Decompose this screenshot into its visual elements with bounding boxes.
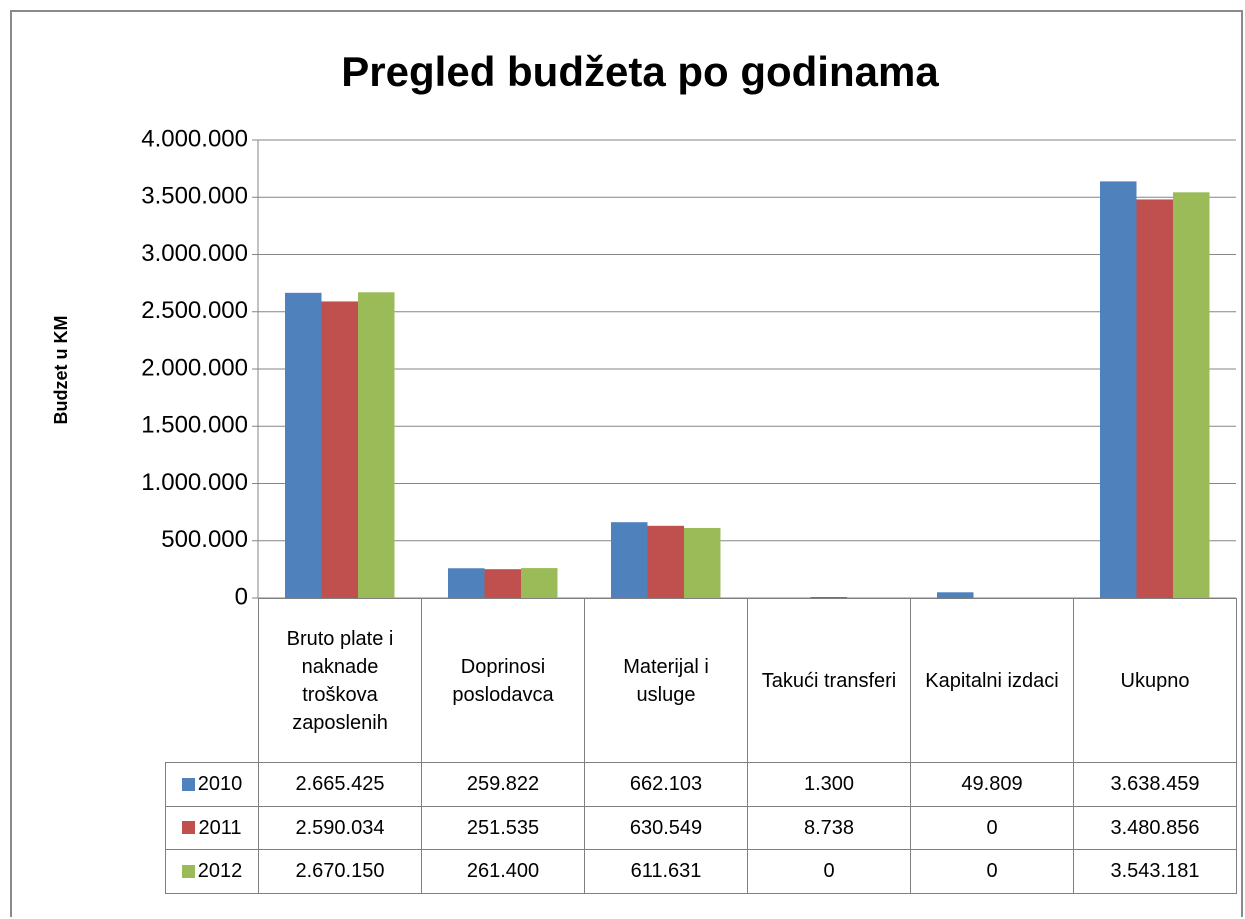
table-value: 2.665.425 bbox=[258, 762, 422, 807]
bar bbox=[1100, 181, 1137, 599]
y-tick-label: 0 bbox=[235, 583, 248, 610]
table-value: 261.400 bbox=[421, 849, 585, 894]
table-value: 3.543.181 bbox=[1073, 849, 1237, 894]
table-value: 630.549 bbox=[584, 805, 748, 850]
bar bbox=[1136, 199, 1173, 598]
y-tick-label: 3.000.000 bbox=[141, 240, 248, 267]
category-label: Ukupno bbox=[1073, 598, 1237, 763]
table-value: 3.638.459 bbox=[1073, 762, 1237, 807]
legend-label: 2012 bbox=[197, 860, 243, 883]
legend-swatch bbox=[181, 777, 195, 791]
category-label: Kapitalni izdaci bbox=[910, 598, 1074, 763]
table-value: 611.631 bbox=[584, 849, 748, 894]
y-tick-label: 1.500.000 bbox=[141, 412, 248, 439]
y-axis-label: Budzet u KM bbox=[51, 316, 71, 425]
legend-label: 2011 bbox=[198, 816, 242, 839]
y-tick-label: 1.000.000 bbox=[141, 469, 248, 496]
bar bbox=[684, 527, 721, 598]
y-tick-label: 4.000.000 bbox=[141, 125, 248, 152]
table-value: 8.738 bbox=[747, 805, 911, 850]
chart-frame bbox=[10, 10, 1243, 917]
table-value: 259.822 bbox=[421, 762, 585, 807]
bar bbox=[321, 301, 358, 598]
y-tick-label: 3.500.000 bbox=[141, 183, 248, 210]
table-value: 0 bbox=[910, 805, 1074, 850]
table-value: 251.535 bbox=[421, 805, 585, 850]
legend-cell: 2010 bbox=[165, 762, 259, 807]
bar bbox=[358, 292, 395, 598]
legend-cell: 2011 bbox=[165, 805, 259, 850]
y-tick-label: 500.000 bbox=[161, 526, 248, 553]
category-label: Bruto plate i naknade troškova zaposleni… bbox=[258, 598, 422, 763]
bar bbox=[611, 522, 648, 598]
legend-swatch bbox=[182, 821, 196, 835]
bar bbox=[285, 292, 322, 598]
y-tick-label: 2.500.000 bbox=[141, 297, 248, 324]
table-value: 3.480.856 bbox=[1073, 805, 1237, 850]
category-label: Materijal i usluge bbox=[584, 598, 748, 763]
chart-title: Pregled budžeta po godinama bbox=[341, 48, 939, 95]
table-value: 2.670.150 bbox=[258, 849, 422, 894]
table-value: 0 bbox=[910, 849, 1074, 894]
legend-swatch bbox=[181, 864, 195, 878]
bar bbox=[521, 568, 558, 598]
table-value: 0 bbox=[747, 849, 911, 894]
table-value: 662.103 bbox=[584, 762, 748, 807]
bar bbox=[484, 569, 521, 598]
bar bbox=[1173, 192, 1210, 598]
category-label: Doprinosi poslodavca bbox=[421, 598, 585, 763]
category-label: Takući transferi bbox=[747, 598, 911, 763]
bar bbox=[810, 596, 847, 598]
table-value: 1.300 bbox=[747, 762, 911, 807]
bar bbox=[448, 568, 485, 598]
legend-cell: 2012 bbox=[165, 849, 259, 894]
bar bbox=[647, 525, 684, 598]
table-value: 2.590.034 bbox=[258, 805, 422, 850]
legend-label: 2010 bbox=[197, 773, 243, 796]
y-tick-label: 2.000.000 bbox=[141, 354, 248, 381]
table-value: 49.809 bbox=[910, 762, 1074, 807]
bar bbox=[937, 592, 974, 598]
